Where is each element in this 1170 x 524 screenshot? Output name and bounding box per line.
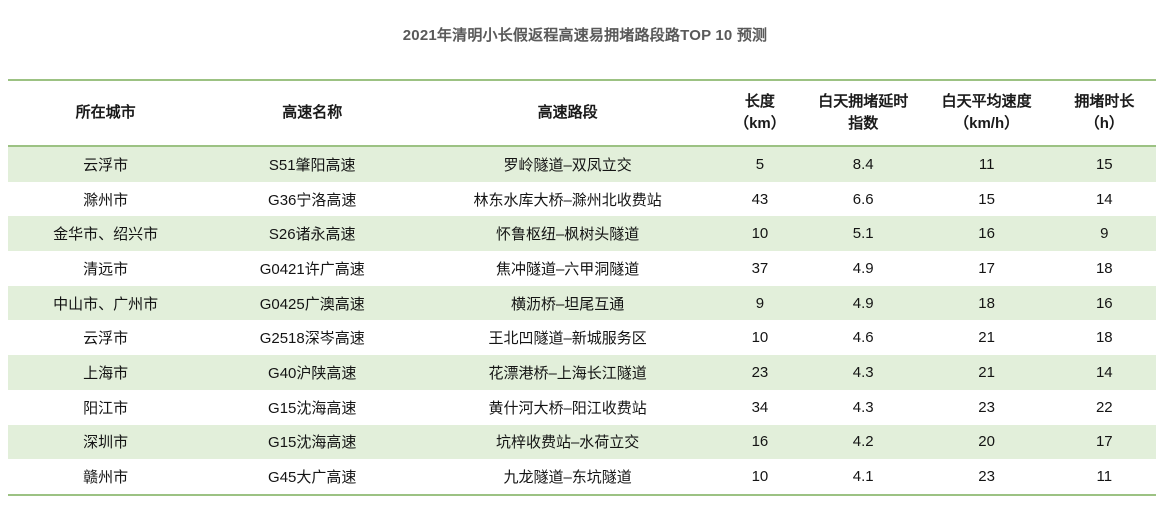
table-cell: 林东水库大桥–滁州北收费站 <box>473 191 662 209</box>
table-cell: 焦冲隧道–六甲洞隧道 <box>495 260 640 278</box>
table-header-row: 所在城市 高速名称 高速路段 长度 （km） 白天拥堵延时 指数 白天平均速度 … <box>8 80 1156 146</box>
table-row: 金华市、绍兴市 S26诸永高速 怀鲁枢纽–枫树头隧道 10 5.1 16 9 <box>8 216 1156 252</box>
table-cell: 11 <box>1096 468 1113 486</box>
table-row: 云浮市 S51肇阳高速 罗岭隧道–双凤立交 5 8.4 11 15 <box>8 146 1156 182</box>
table-row: 滁州市 G36宁洛高速 林东水库大桥–滁州北收费站 43 6.6 15 14 <box>8 182 1156 217</box>
table-cell: 34 <box>751 398 769 416</box>
congestion-table: 所在城市 高速名称 高速路段 长度 （km） 白天拥堵延时 指数 白天平均速度 … <box>8 79 1156 496</box>
table-cell: S26诸永高速 <box>203 216 422 252</box>
column-header-highway-name: 高速名称 <box>282 104 343 122</box>
table-cell: 4.9 <box>852 259 874 277</box>
table-cell: 10 <box>714 216 806 252</box>
column-header-congestion-duration: 拥堵时长 （h） <box>1074 93 1135 132</box>
table-cell: 滁州市 <box>83 191 129 209</box>
table-cell: 黄什河大桥–阳江收费站 <box>488 399 647 417</box>
table-cell: 4.9 <box>805 285 921 321</box>
page-title: 2021年清明小长假返程高速易拥堵路段路TOP 10 预测 <box>402 27 768 44</box>
table-cell: 18 <box>920 285 1053 321</box>
table-cell: 清远市 <box>83 260 129 278</box>
table-cell: 17 <box>1052 424 1156 460</box>
table-cell: 9 <box>714 285 806 321</box>
column-header-delay-index: 白天拥堵延时 指数 <box>818 93 909 132</box>
table-cell: 11 <box>920 146 1053 182</box>
table-cell: 金华市、绍兴市 <box>8 216 204 252</box>
table-cell: 阳江市 <box>83 399 129 417</box>
table-row: 上海市 G40沪陕高速 花漂港桥–上海长江隧道 23 4.3 21 14 <box>8 355 1156 390</box>
table-cell: 23 <box>714 355 806 390</box>
column-header-avg-speed: 白天平均速度 （km/h） <box>941 93 1032 132</box>
table-row: 云浮市 G2518深岑高速 王北凹隧道–新城服务区 10 4.6 21 18 <box>8 320 1156 355</box>
table-cell: 6.6 <box>852 190 874 208</box>
table-cell: 15 <box>1052 146 1156 182</box>
table-cell: 9 <box>1052 216 1156 252</box>
table-cell: G2518深岑高速 <box>259 330 365 348</box>
table-cell: 23 <box>978 398 995 416</box>
table-cell: 5.1 <box>805 216 921 252</box>
table-body: 云浮市 S51肇阳高速 罗岭隧道–双凤立交 5 8.4 11 15 滁州市 G36宁洛高速 林东水… <box>8 146 1156 495</box>
table-cell: 横沥桥–坦尾互通 <box>421 285 714 321</box>
table-cell: 花漂港桥–上海长江隧道 <box>421 355 714 390</box>
table-cell: 10 <box>751 329 769 347</box>
table-cell: 14 <box>1052 355 1156 390</box>
table-cell: G45大广高速 <box>268 469 357 487</box>
column-header-highway-section: 高速路段 <box>537 104 598 122</box>
table-cell: 23 <box>978 468 995 486</box>
table-cell: S51肇阳高速 <box>203 146 422 182</box>
table-cell: 20 <box>920 424 1053 460</box>
table-cell: 21 <box>920 355 1053 390</box>
column-header-length-km: 长度 （km） <box>734 93 786 132</box>
table-cell: G0421许广高速 <box>259 260 365 278</box>
table-row: 深圳市 G15沈海高速 坑梓收费站–水荷立交 16 4.2 20 17 <box>8 424 1156 460</box>
table-cell: 16 <box>714 424 806 460</box>
table-cell: G40沪陕高速 <box>203 355 422 390</box>
table-cell: 坑梓收费站–水荷立交 <box>421 424 714 460</box>
table-cell: 15 <box>978 190 995 208</box>
table-cell: 5 <box>714 146 806 182</box>
table-cell: 18 <box>1095 259 1113 277</box>
table-cell: 4.2 <box>805 424 921 460</box>
table-cell: G36宁洛高速 <box>268 191 357 209</box>
table-cell: 10 <box>751 468 769 486</box>
table-cell: 罗岭隧道–双凤立交 <box>421 146 714 182</box>
table-cell: 云浮市 <box>8 146 204 182</box>
table-cell: 上海市 <box>8 355 204 390</box>
table-header: 所在城市 高速名称 高速路段 长度 （km） 白天拥堵延时 指数 白天平均速度 … <box>8 80 1156 146</box>
table-cell: 九龙隧道–东坑隧道 <box>503 469 632 487</box>
table-cell: 4.3 <box>805 355 921 390</box>
table-cell: 16 <box>1052 285 1156 321</box>
table-cell: 17 <box>978 259 995 277</box>
table-cell: 37 <box>751 259 769 277</box>
table-row: 中山市、广州市 G0425广澳高速 横沥桥–坦尾互通 9 4.9 18 16 <box>8 285 1156 321</box>
table-cell: 怀鲁枢纽–枫树头隧道 <box>421 216 714 252</box>
table-cell: 43 <box>751 190 769 208</box>
table-cell: 云浮市 <box>83 330 129 348</box>
table-cell: 16 <box>920 216 1053 252</box>
table-cell: 18 <box>1095 329 1113 347</box>
table-cell: 4.1 <box>852 468 874 486</box>
table-cell: 赣州市 <box>83 469 129 487</box>
table-cell: 8.4 <box>805 146 921 182</box>
congestion-table-container: 所在城市 高速名称 高速路段 长度 （km） 白天拥堵延时 指数 白天平均速度 … <box>8 79 1156 496</box>
table-cell: 21 <box>978 329 995 347</box>
table-row: 阳江市 G15沈海高速 黄什河大桥–阳江收费站 34 4.3 23 22 <box>8 390 1156 425</box>
table-row: 赣州市 G45大广高速 九龙隧道–东坑隧道 10 4.1 23 11 <box>8 459 1156 495</box>
table-cell: G15沈海高速 <box>203 424 422 460</box>
table-cell: 深圳市 <box>8 424 204 460</box>
table-cell: 22 <box>1095 398 1113 416</box>
table-cell: G0425广澳高速 <box>203 285 422 321</box>
table-row: 清远市 G0421许广高速 焦冲隧道–六甲洞隧道 37 4.9 17 18 <box>8 251 1156 286</box>
column-header-city: 所在城市 <box>75 104 136 122</box>
table-cell: G15沈海高速 <box>268 399 357 417</box>
table-cell: 4.3 <box>852 398 874 416</box>
table-cell: 14 <box>1095 190 1113 208</box>
table-cell: 4.6 <box>852 329 874 347</box>
table-cell: 王北凹隧道–新城服务区 <box>488 330 647 348</box>
table-cell: 中山市、广州市 <box>8 285 204 321</box>
